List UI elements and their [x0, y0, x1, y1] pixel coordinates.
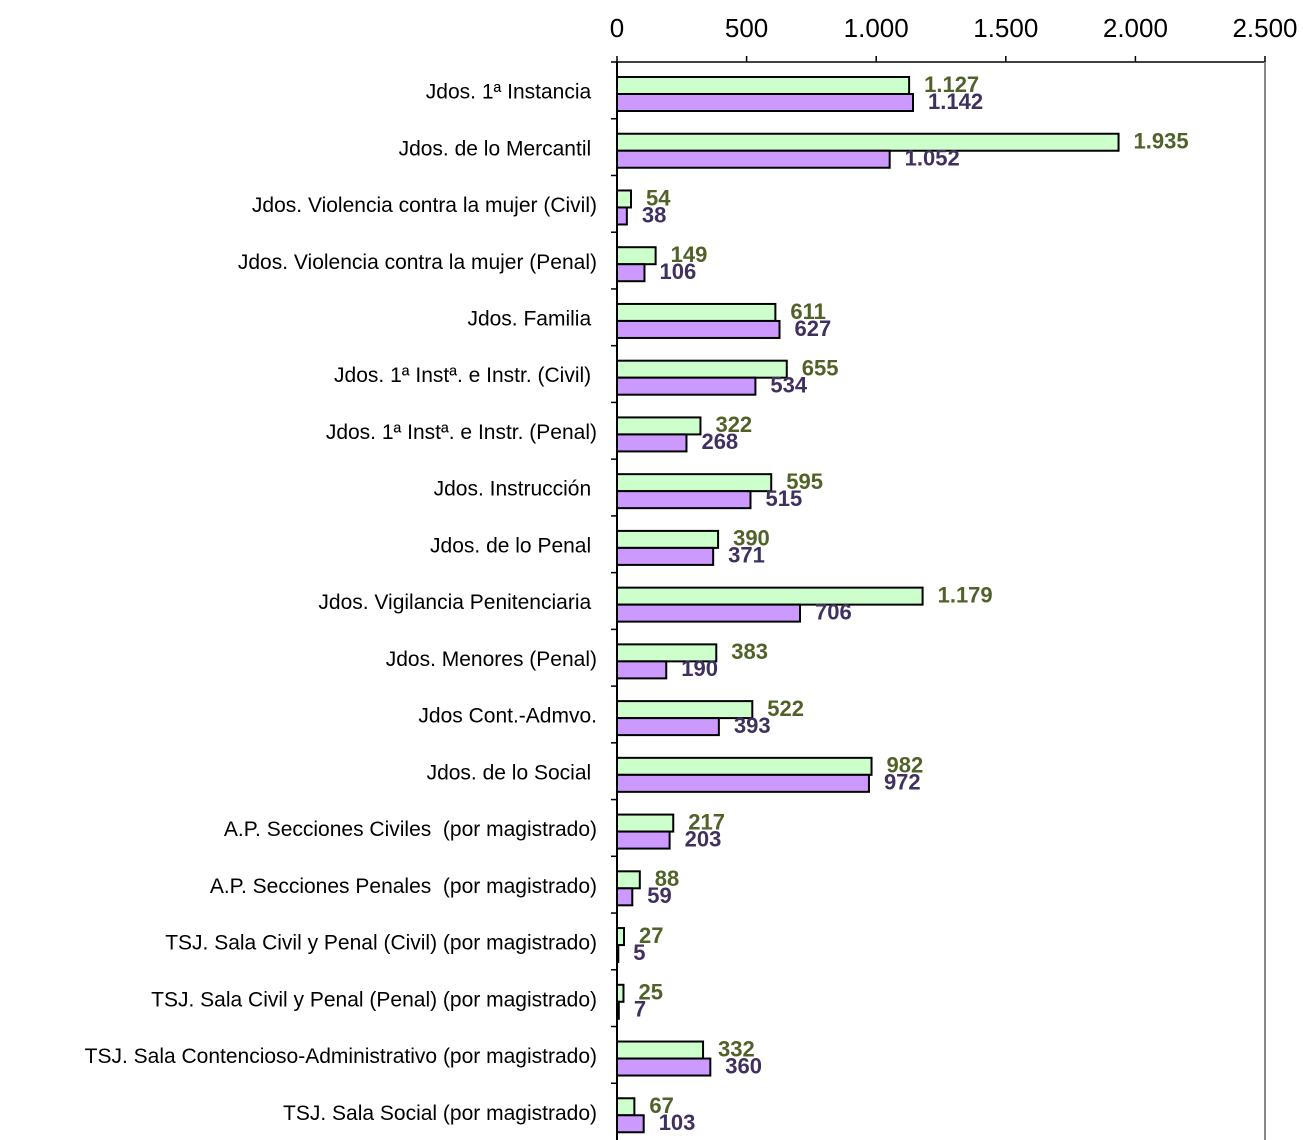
value-label: 67 — [649, 1093, 673, 1118]
bar — [616, 1097, 636, 1117]
value-label: 706 — [815, 599, 852, 624]
category-label: Jdos. 1ª Instª. e Instr. (Penal) — [326, 421, 597, 444]
bar — [616, 416, 702, 436]
value-label: 371 — [728, 543, 765, 568]
value-label: 393 — [734, 713, 771, 738]
x-tick-label: 2.500 — [1232, 13, 1297, 43]
bar — [616, 319, 781, 339]
bar — [616, 206, 628, 226]
x-tick-label: 2.000 — [1103, 13, 1168, 43]
value-label: 54 — [646, 185, 671, 210]
value-label: 25 — [638, 980, 662, 1005]
bar — [616, 246, 657, 266]
category-label: TSJ. Sala Civil y Penal (Civil) (por mag… — [165, 932, 597, 955]
bar — [616, 773, 870, 793]
value-label: 88 — [655, 866, 679, 891]
x-tick-label: 0 — [610, 13, 624, 43]
value-label: 1.052 — [905, 146, 960, 171]
bar — [616, 603, 801, 623]
value-label: 595 — [786, 469, 823, 494]
bar — [616, 376, 757, 396]
value-label: 390 — [733, 526, 770, 551]
x-tick-label: 1.500 — [973, 13, 1038, 43]
category-label: Jdos. Violencia contra la mujer (Civil) — [252, 194, 597, 217]
value-label: 655 — [802, 355, 839, 380]
value-label: 982 — [887, 753, 924, 778]
value-label: 7 — [634, 997, 646, 1022]
category-label: Jdos. de lo Penal — [430, 534, 597, 557]
category-label: Jdos. 1ª Instancia — [426, 81, 597, 104]
bar — [616, 660, 668, 680]
category-label: Jdos. 1ª Instª. e Instr. (Civil) — [334, 364, 597, 387]
bar — [616, 700, 754, 720]
bar — [616, 887, 634, 907]
bar — [616, 1057, 712, 1077]
category-label: Jdos. Menores (Penal) — [386, 648, 597, 671]
value-label: 360 — [725, 1053, 762, 1078]
value-label: 149 — [671, 242, 708, 267]
bar — [616, 263, 646, 283]
bar — [616, 149, 891, 169]
bar — [616, 813, 675, 833]
bar — [616, 302, 777, 322]
bar — [616, 546, 715, 566]
value-label: 522 — [767, 696, 804, 721]
bar — [616, 473, 773, 493]
bar — [616, 93, 915, 112]
value-label: 322 — [715, 412, 752, 437]
value-label: 217 — [688, 809, 725, 834]
bar — [616, 132, 1120, 152]
value-label: 1.127 — [924, 72, 979, 97]
category-label: A.P. Secciones Penales (por magistrado) — [210, 875, 597, 898]
category-label: Jdos. Familia — [467, 307, 597, 330]
value-label: 106 — [659, 259, 696, 284]
bar — [616, 433, 688, 453]
category-label: Jdos. de lo Mercantil — [399, 137, 597, 160]
x-tick-label: 1.000 — [844, 13, 909, 43]
value-label: 268 — [701, 429, 738, 454]
x-tick-label: 500 — [725, 13, 768, 43]
value-label: 627 — [795, 316, 832, 341]
bar — [616, 76, 911, 95]
category-label: TSJ. Sala Civil y Penal (Penal) (por mag… — [151, 988, 597, 1011]
bar — [616, 830, 671, 850]
value-label: 27 — [639, 923, 663, 948]
category-label: TSJ. Sala Social (por magistrado) — [283, 1102, 597, 1125]
category-label: Jdos. de lo Social — [427, 761, 597, 784]
bar — [616, 1114, 645, 1134]
value-label: 515 — [765, 486, 802, 511]
value-label: 103 — [659, 1110, 696, 1135]
value-label: 59 — [647, 883, 671, 908]
value-label: 203 — [685, 826, 722, 851]
value-label: 534 — [770, 372, 807, 397]
category-label: A.P. Secciones Civiles (por magistrado) — [224, 818, 597, 841]
bar — [616, 586, 924, 606]
bar — [616, 1040, 705, 1060]
category-label: Jdos. Vigilancia Penitenciaria — [318, 591, 597, 614]
value-label: 611 — [790, 299, 826, 324]
bar — [616, 756, 873, 776]
category-label: Jdos Cont.-Admvo. — [418, 705, 597, 728]
category-label: Jdos. Instrucción — [434, 478, 597, 501]
bar — [616, 359, 788, 379]
value-label: 190 — [681, 656, 718, 681]
category-label: TSJ. Sala Contencioso-Administrativo (po… — [85, 1045, 597, 1068]
value-label: 38 — [642, 202, 666, 227]
bar — [616, 717, 720, 737]
value-label: 972 — [884, 770, 921, 795]
bar — [616, 870, 641, 890]
value-label: 5 — [633, 940, 645, 965]
bar — [616, 490, 752, 510]
value-label: 332 — [718, 1036, 755, 1061]
value-label: 1.142 — [928, 89, 983, 114]
bar — [616, 529, 720, 549]
value-label: 383 — [731, 639, 768, 664]
bar — [616, 189, 632, 209]
value-label: 1.179 — [938, 582, 993, 607]
category-label: Jdos. Violencia contra la mujer (Penal) — [238, 251, 597, 274]
value-label: 1.935 — [1134, 129, 1189, 154]
bar — [616, 927, 625, 947]
